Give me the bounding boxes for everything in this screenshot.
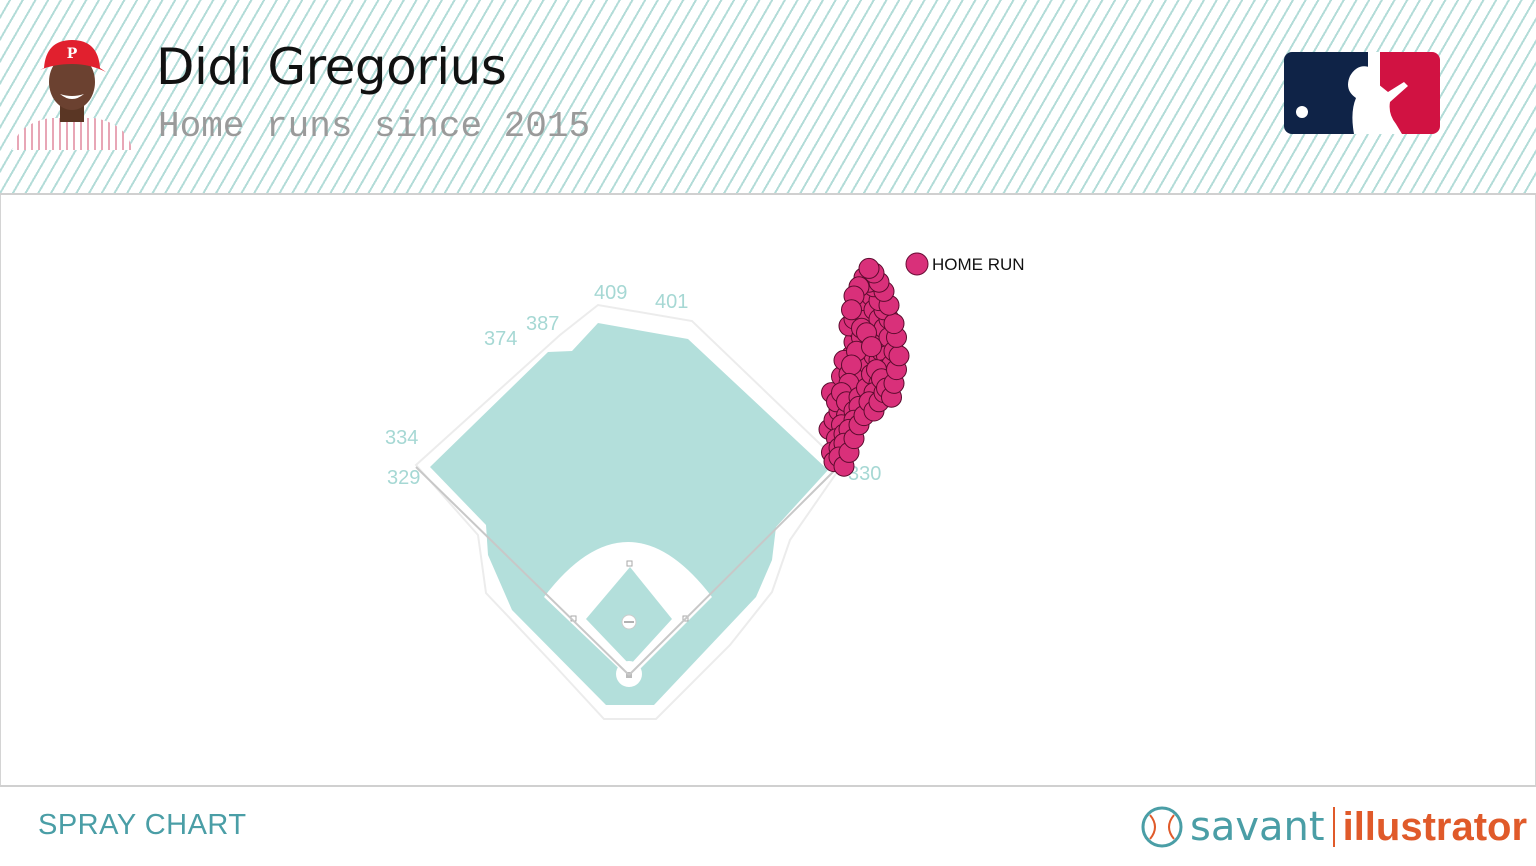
field-outline xyxy=(414,303,844,720)
second-base xyxy=(626,560,633,567)
brand-divider xyxy=(1332,807,1335,847)
spray-chart: 329 334 374 387 409 401 330 HOME RUN xyxy=(385,252,1025,720)
brand-savant: savant xyxy=(1190,804,1325,850)
chart-subtitle: Home runs since 2015 xyxy=(158,106,591,147)
savant-illustrator-brand: savant illustrator xyxy=(1140,797,1527,857)
fence-distance-label: 387 xyxy=(526,313,559,335)
home-run-point xyxy=(883,313,905,335)
fence-distance-label: 374 xyxy=(484,328,517,350)
legend-marker xyxy=(905,252,929,276)
fence-distance-label: 409 xyxy=(594,282,627,304)
fence-distance-label: 401 xyxy=(655,291,688,313)
chart-footer: SPRAY CHART savant illustrator xyxy=(0,785,1536,866)
home-run-point xyxy=(858,257,880,279)
home-run-point xyxy=(861,336,882,358)
baseball-icon xyxy=(1141,806,1183,848)
home-run-point xyxy=(841,299,862,321)
player-headshot-icon: P xyxy=(12,40,132,150)
first-base-line xyxy=(628,466,839,676)
player-name: Didi Gregorius xyxy=(156,38,507,96)
mlb-logo-icon xyxy=(1284,52,1440,134)
home-run-point xyxy=(888,345,910,367)
home-run-points xyxy=(818,257,910,477)
fence-distance-label: 334 xyxy=(385,427,418,449)
chart-legend: HOME RUN xyxy=(905,252,1025,276)
third-base-line xyxy=(415,466,630,676)
chart-header: P Didi Gregorius Home runs since 2015 xyxy=(0,0,1536,195)
outfield-grass xyxy=(430,323,828,705)
fence-distance-label: 329 xyxy=(387,467,420,489)
fence-distance-labels: 329 334 374 387 409 401 330 xyxy=(385,282,881,489)
svg-text:P: P xyxy=(67,46,78,62)
footer-title: SPRAY CHART xyxy=(38,809,247,841)
legend-label: HOME RUN xyxy=(932,255,1025,274)
home-run-point xyxy=(841,354,862,376)
brand-illustrator: illustrator xyxy=(1342,804,1528,849)
fence-distance-label: 330 xyxy=(848,463,881,485)
